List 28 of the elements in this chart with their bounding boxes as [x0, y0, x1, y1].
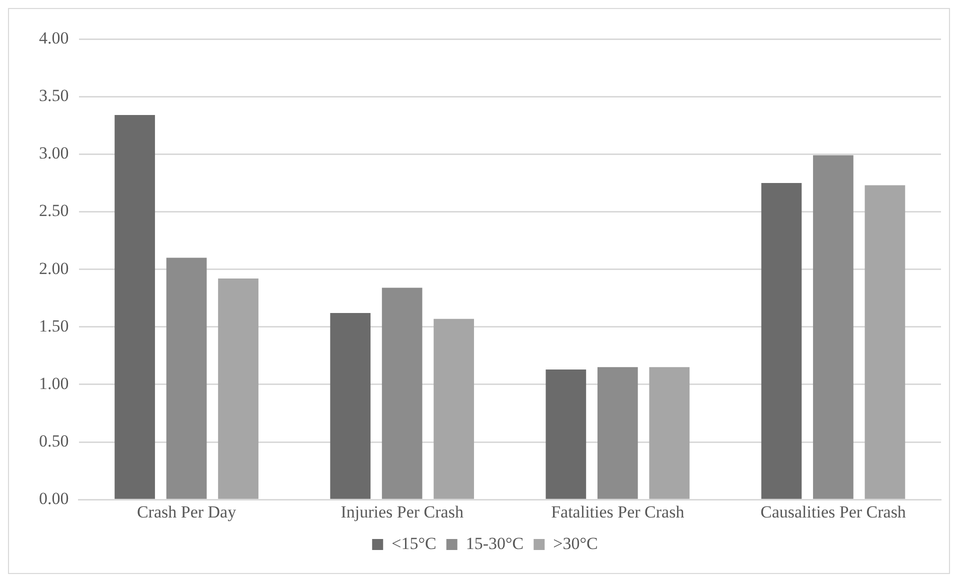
y-tick-label: 3.50 — [39, 86, 69, 106]
bar — [864, 185, 906, 499]
y-tick-label: 3.00 — [39, 144, 69, 163]
bar — [761, 182, 802, 499]
bar — [546, 369, 586, 499]
y-tick-label: 2.00 — [39, 258, 69, 278]
y-tick-label: 1.00 — [39, 374, 69, 393]
bar — [813, 155, 854, 499]
bar — [649, 367, 690, 499]
y-tick-label: 0.00 — [39, 489, 69, 508]
y-tick-label: 1.50 — [39, 316, 69, 336]
y-tick-label: 0.50 — [39, 431, 69, 450]
y-tick-label: 2.50 — [39, 201, 69, 220]
legend-label: >30°C — [553, 534, 598, 553]
x-tick-label: Crash Per Day — [136, 502, 237, 522]
bar — [330, 313, 371, 499]
x-tick-label: Fatalities Per Crash — [551, 502, 685, 522]
bar — [218, 278, 258, 499]
bar — [114, 115, 155, 499]
legend-label: 15-30°C — [466, 534, 524, 553]
bar — [434, 318, 474, 499]
bar — [382, 288, 422, 499]
x-tick-label: Injuries Per Crash — [340, 502, 464, 522]
legend-label: <15°C — [392, 534, 436, 553]
bar — [597, 367, 638, 499]
x-tick-label: Causalities Per Crash — [760, 502, 906, 522]
y-tick-label: 4.00 — [39, 28, 69, 48]
bar — [166, 258, 207, 499]
